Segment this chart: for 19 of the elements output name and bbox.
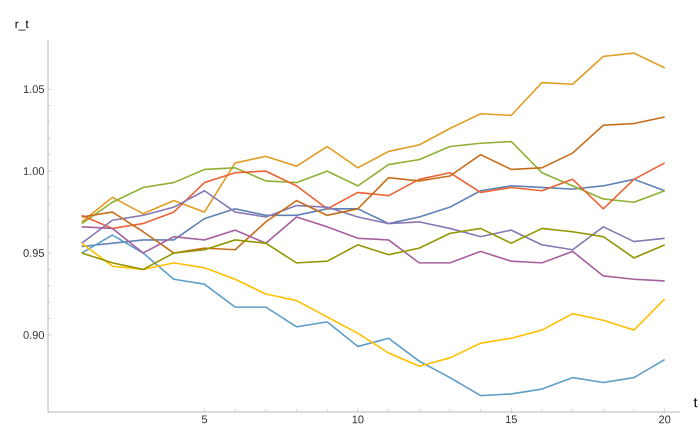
line-series: [80, 228, 666, 270]
line-series: [80, 162, 666, 230]
y-axis-title: r_t: [16, 20, 29, 30]
line-series: [80, 52, 666, 223]
x-tick-label: 5: [202, 416, 208, 424]
x-axis-title: t: [694, 398, 698, 408]
line-series: [80, 234, 666, 396]
line-series: [80, 140, 666, 224]
x-tick-label: 10: [352, 416, 364, 424]
x-tick-label: 20: [659, 416, 670, 424]
line-series: [80, 216, 666, 282]
y-tick-label: 1.05: [24, 85, 44, 94]
line-series: [80, 242, 666, 367]
line-series: [80, 116, 666, 254]
y-tick-label: 0.90: [23, 331, 44, 339]
x-tick-label: 15: [506, 416, 517, 424]
line-series: [80, 190, 666, 251]
y-tick-label: 1.00: [24, 167, 44, 175]
y-tick-label: 0.95: [23, 249, 44, 257]
